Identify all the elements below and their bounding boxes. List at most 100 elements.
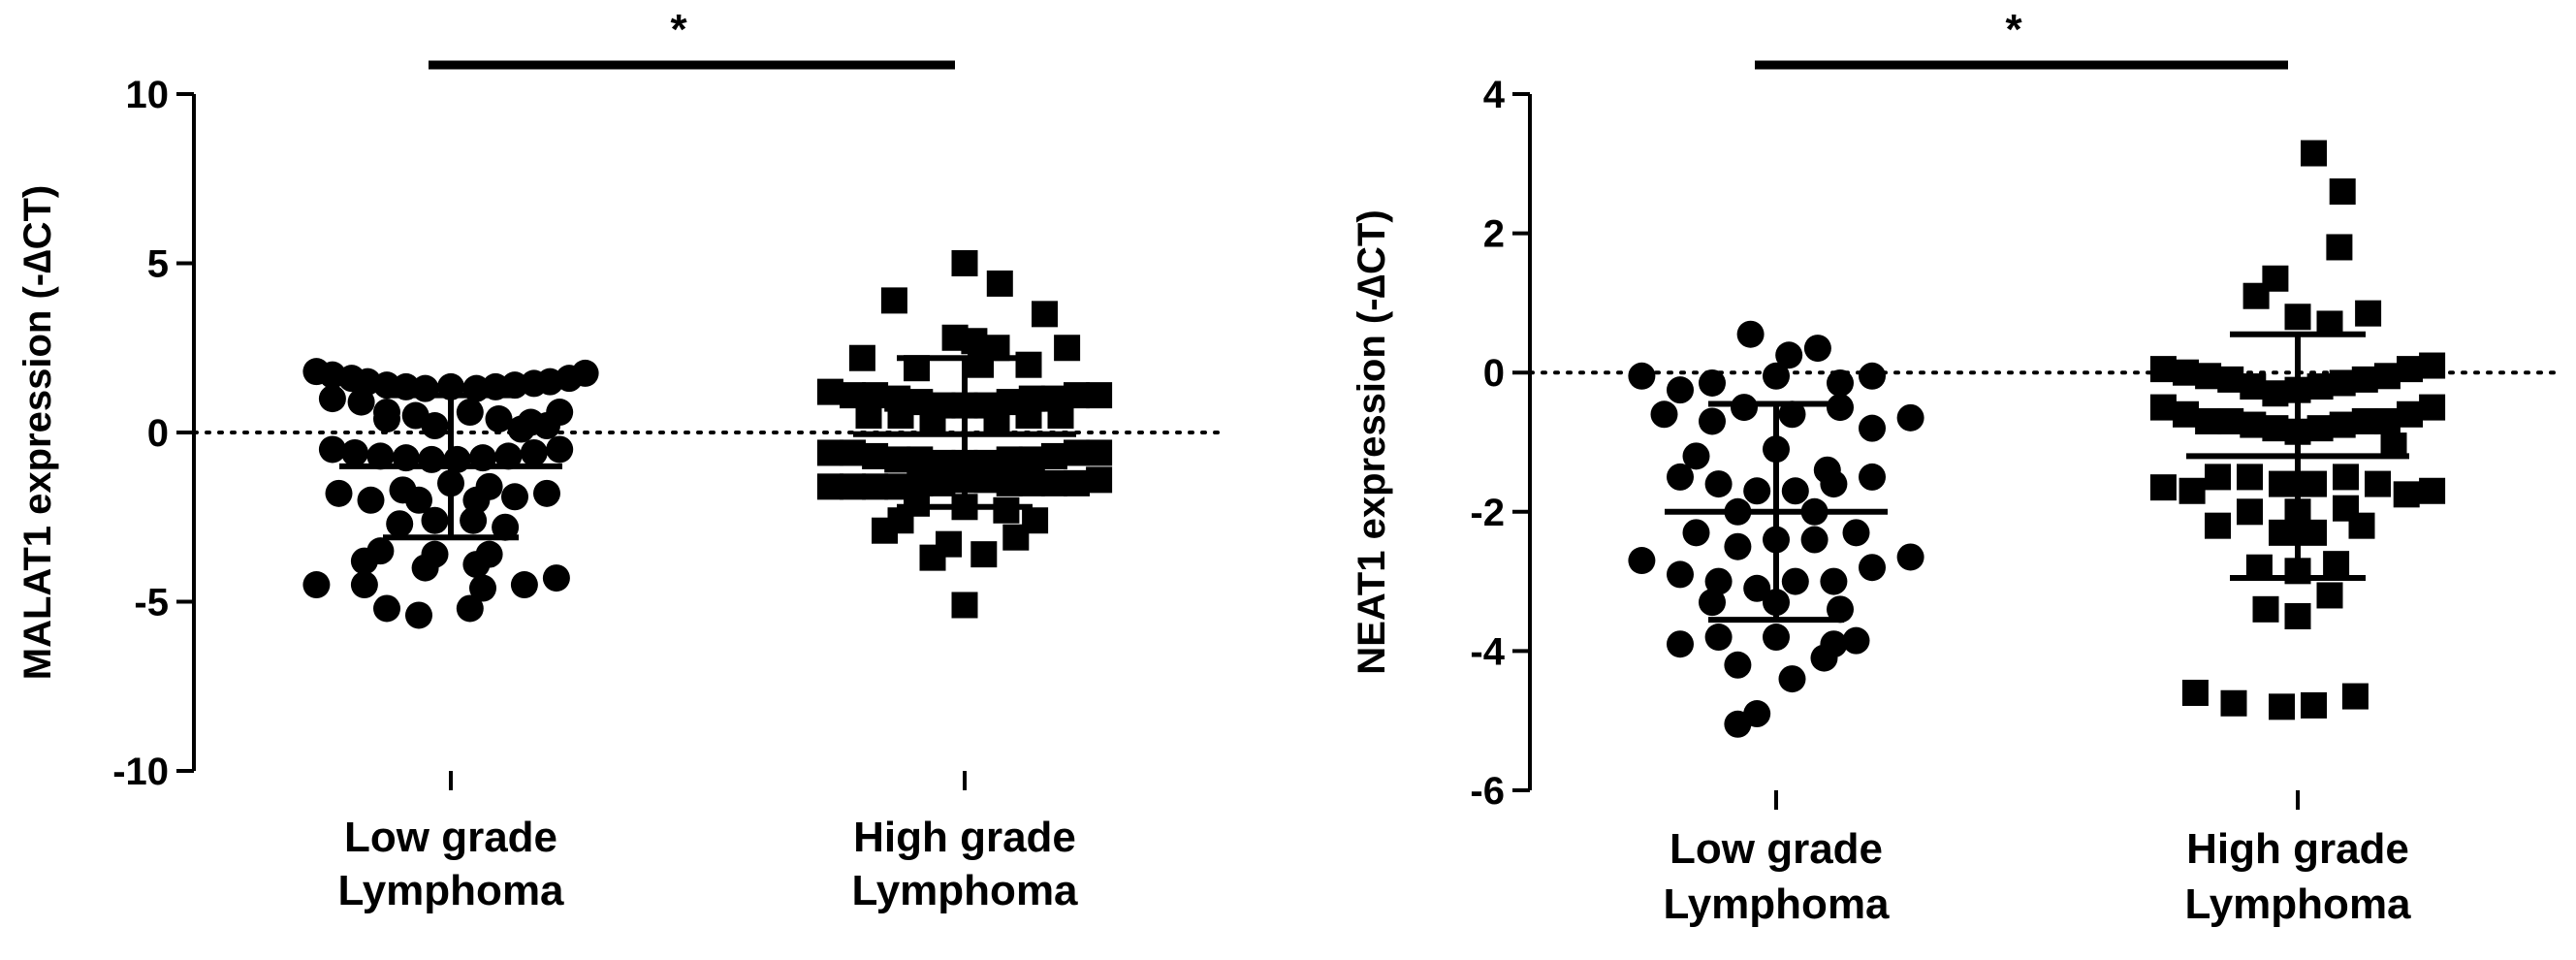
data-point-circle [1778,665,1806,693]
data-point-circle [1820,567,1848,595]
data-point-circle [411,554,439,582]
data-point-square [1064,439,1090,466]
data-point-square [961,328,988,355]
data-point-circle [318,435,346,464]
y-tick-label: 2 [1483,213,1505,256]
data-point-square [2419,394,2446,421]
data-point-circle [405,486,432,514]
data-point-circle [1667,463,1694,491]
data-point-square [2301,470,2327,497]
data-point-square [2329,369,2356,397]
category-label: Low grade [344,814,557,861]
y-tick-label: 0 [1483,352,1505,395]
data-point-square [2365,470,2391,497]
data-point-circle [318,385,346,413]
data-point-square [1054,335,1081,362]
data-point-circle [1667,560,1694,589]
data-point-circle [1763,624,1790,652]
data-point-circle [469,574,496,602]
data-point-circle [1731,394,1758,422]
data-point-circle [492,513,520,541]
data-point-square [951,250,978,276]
data-point-circle [1682,519,1710,547]
data-point-circle [460,506,488,534]
data-point-square [2149,394,2177,421]
data-point-square [2316,582,2343,609]
category-label: Lymphoma [2184,880,2411,928]
data-point-square [1032,301,1058,328]
data-point-circle [1699,368,1726,397]
y-tick-label: -10 [112,751,169,793]
data-point-circle [1775,341,1803,369]
data-point-square [1015,402,1042,430]
data-point-square [929,469,956,496]
data-point-circle [533,479,560,507]
data-point-square [872,517,898,544]
data-point-square [2269,519,2295,546]
data-point-square [2181,679,2209,706]
data-point-square [2205,464,2231,491]
data-point-square [2149,474,2177,501]
data-point-circle [542,564,570,592]
data-point-circle [1778,400,1806,429]
data-point-circle [1736,320,1765,348]
data-point-circle [1667,630,1694,658]
data-point-circle [1682,442,1710,470]
data-point-circle [1704,567,1733,595]
data-point-square [2217,366,2244,393]
data-point-square [2301,140,2327,167]
data-point-square [887,402,914,430]
data-point-square [2306,415,2334,442]
data-point-circle [1827,595,1854,624]
data-point-square [970,541,998,568]
data-point-square [2284,304,2311,331]
data-point-circle [507,415,535,443]
data-point-circle [405,601,432,629]
data-point-circle [1724,651,1752,679]
data-point-circle [1896,543,1924,571]
data-point-circle [485,405,513,433]
data-point-circle [421,506,449,534]
data-point-square [2262,415,2289,442]
data-point-square [2306,373,2334,400]
data-point-square [919,544,946,571]
data-point-circle [1859,414,1886,442]
data-point-square [1002,524,1030,551]
data-point-square [2217,407,2244,434]
data-point-square [2323,551,2350,578]
data-point-circle [1628,362,1656,390]
data-point-square [2333,464,2359,491]
data-point-circle [347,388,375,416]
significance-star: * [670,6,687,53]
data-point-square [2195,363,2222,390]
data-point-circle [456,399,484,427]
data-point-square [2329,178,2356,206]
data-point-square [2329,411,2356,438]
data-point-square [880,287,907,314]
data-point-circle [1650,400,1678,429]
y-tick-label: -5 [134,582,169,624]
data-point-square [2173,359,2199,386]
data-point-circle [1781,477,1809,505]
data-point-square [2355,300,2382,327]
data-point-circle [1763,362,1790,390]
data-point-square [2284,603,2311,629]
data-point-square [1086,466,1113,494]
category-label: Lymphoma [851,867,1078,914]
data-point-circle [325,479,353,507]
data-point-square [2301,519,2327,546]
data-point-circle [1699,407,1726,435]
data-point-square [2373,407,2401,434]
data-point-square [2373,363,2401,390]
data-point-square [1040,442,1067,469]
data-point-circle [1842,519,1870,547]
data-point-circle [520,438,548,466]
data-point-circle [462,551,491,579]
data-point-circle [494,442,523,470]
data-point-square [2240,373,2267,400]
data-point-circle [1820,470,1848,498]
data-point-square [2269,693,2295,720]
y-tick-label: 4 [1483,74,1506,116]
significance-star: * [2005,6,2022,53]
